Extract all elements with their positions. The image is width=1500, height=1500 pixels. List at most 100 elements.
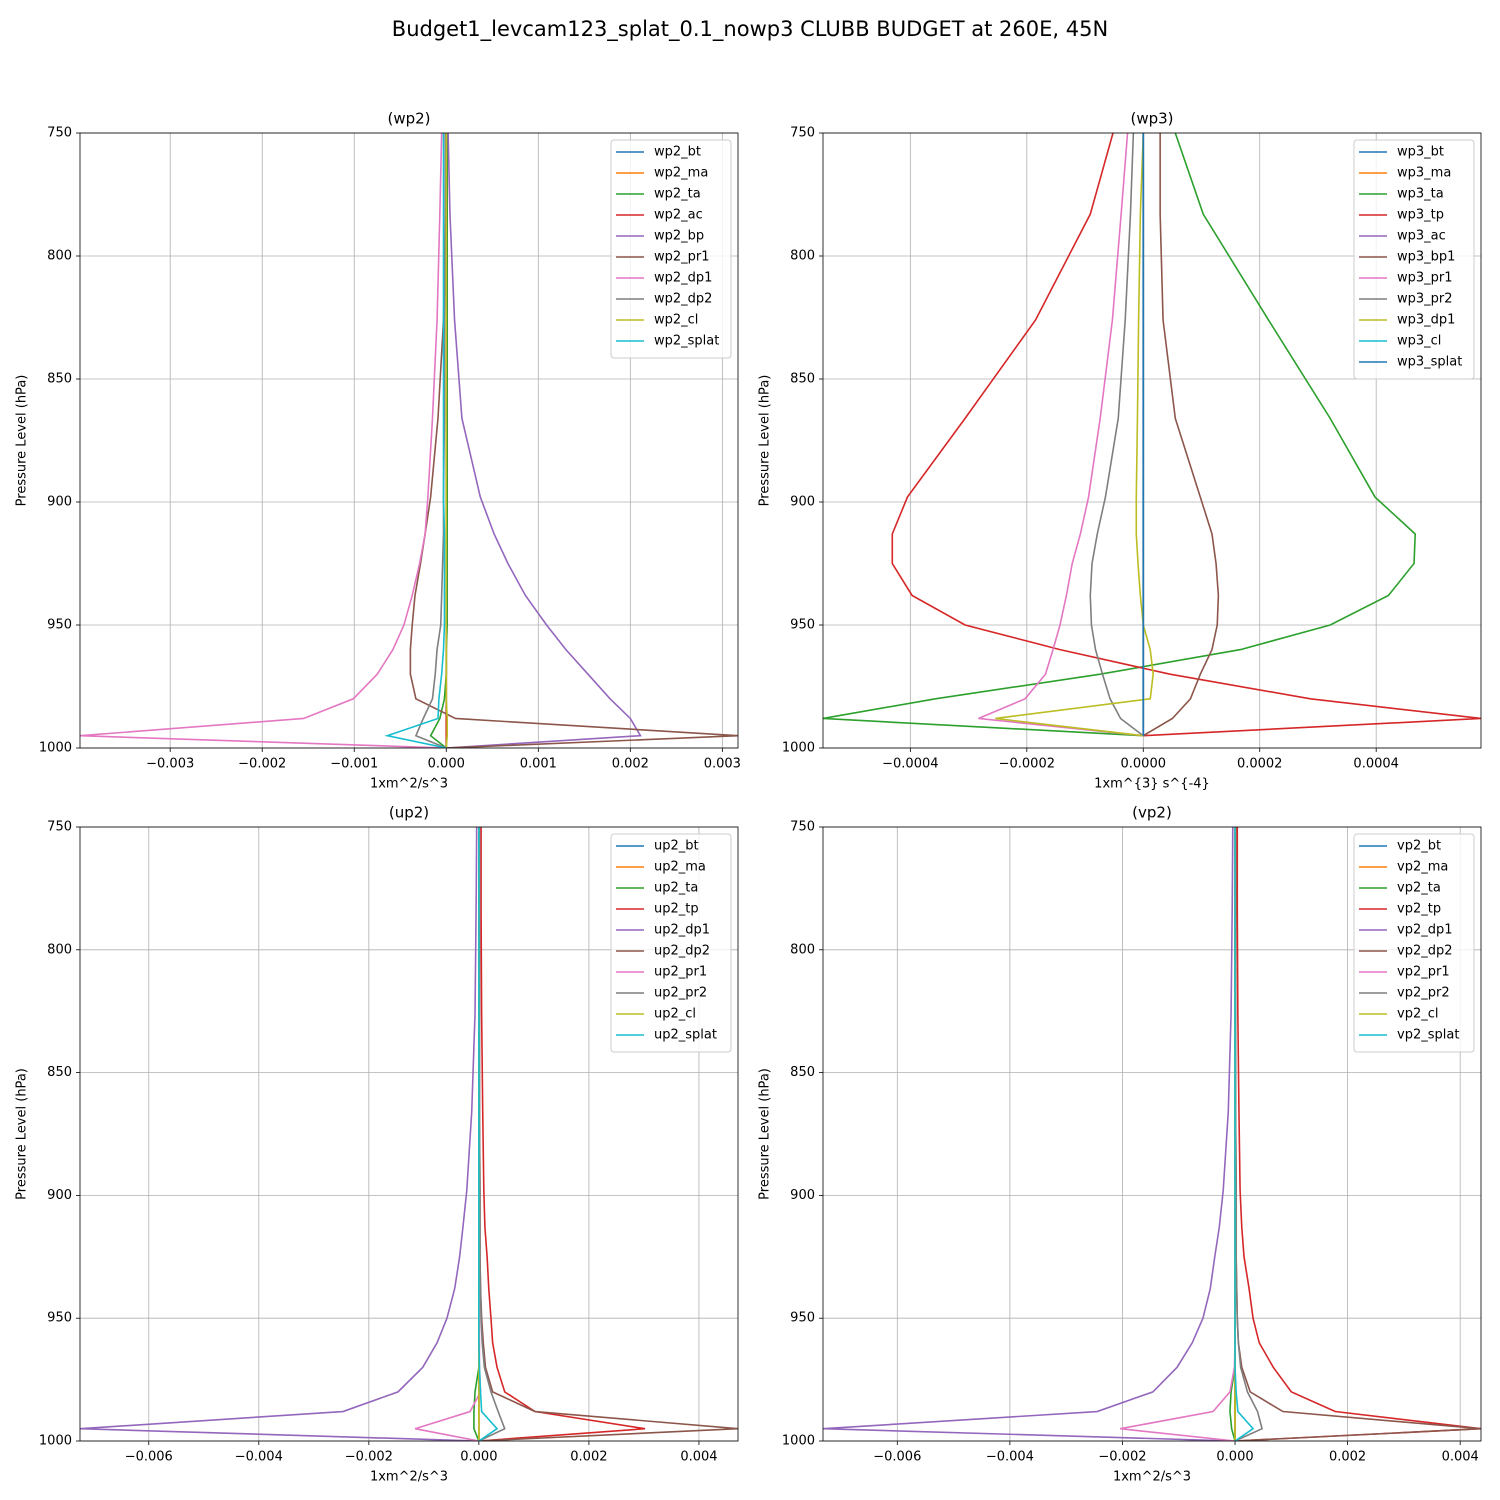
figure-title: Budget1_levcam123_splat_0.1_nowp3 CLUBB …	[392, 17, 1108, 42]
x-tick-label: −0.002	[1098, 1450, 1146, 1465]
legend-label: vp2_ta	[1397, 881, 1441, 896]
legend-label: wp2_ac	[654, 208, 703, 223]
y-axis-label: Pressure Level (hPa)	[15, 375, 30, 507]
legend: wp2_bt wp2_ma wp2_ta wp2_ac wp2_bp wp2_pr1 wp2…	[610, 139, 732, 359]
legend: wp3_bt wp3_ma wp3_ta wp3_tp wp3_ac wp3_bp1 wp3…	[1353, 139, 1475, 380]
y-axis-label: Pressure Level (hPa)	[758, 1068, 773, 1200]
legend-label: wp2_dp1	[654, 271, 712, 286]
legend-label: wp2_dp2	[654, 292, 712, 307]
x-tick-label: −0.0002	[999, 757, 1055, 772]
x-tick-label: 0.000	[1216, 1450, 1253, 1465]
x-tick-label: −0.004	[235, 1450, 283, 1465]
series-line	[1234, 827, 1255, 1441]
plot-frame	[79, 826, 739, 1442]
x-tick-label: 0.003	[704, 757, 741, 772]
y-tick-label: 950	[790, 1311, 815, 1326]
x-tick-label: 0.000	[460, 1450, 497, 1465]
series-line	[1089, 133, 1144, 737]
legend-label: wp2_ta	[654, 187, 701, 202]
series-line	[823, 133, 1417, 737]
legend-label: up2_ta	[654, 881, 698, 896]
series-line	[384, 133, 447, 748]
legend-label: up2_bt	[654, 839, 699, 854]
legend-label: up2_dp1	[654, 923, 710, 938]
legend-label: wp2_ma	[654, 166, 708, 181]
x-tick-label: −0.006	[125, 1450, 173, 1465]
x-axis-label: 1xm^2/s^3	[370, 777, 448, 792]
legend: vp2_bt vp2_ma vp2_ta vp2_tp vp2_dp1 vp2_dp2vp…	[1353, 833, 1475, 1053]
legend-label: up2_cl	[654, 1007, 696, 1022]
x-tick-label: 0.004	[680, 1450, 717, 1465]
series-line	[478, 827, 499, 1441]
y-tick-label: 750	[790, 820, 815, 835]
legend-label: wp3_pr1	[1397, 271, 1453, 286]
y-tick-label: 800	[47, 249, 72, 264]
x-tick-label: −0.004	[986, 1450, 1034, 1465]
series-line	[80, 133, 447, 748]
legend-label: wp3_bt	[1397, 145, 1444, 160]
y-tick-label: 850	[790, 1065, 815, 1080]
legend-label: vp2_dp1	[1397, 923, 1453, 938]
y-tick-label: 750	[47, 126, 72, 141]
subplot-title: (wp3)	[1130, 110, 1173, 128]
series-line	[445, 133, 448, 748]
legend-label: up2_tp	[654, 902, 699, 917]
legend-label: wp3_dp1	[1397, 313, 1455, 328]
legend-label: wp2_pr1	[654, 250, 710, 265]
legend-label: vp2_tp	[1397, 902, 1441, 917]
y-tick-label: 900	[790, 1188, 815, 1203]
series-line	[446, 133, 642, 748]
legend-label: wp3_splat	[1397, 355, 1462, 370]
legend-label: wp2_bt	[654, 145, 701, 160]
y-tick-label: 800	[790, 942, 815, 957]
legend-label: wp3_tp	[1397, 208, 1444, 223]
y-tick-label: 950	[47, 1311, 72, 1326]
series-line	[995, 133, 1154, 737]
y-tick-label: 950	[47, 618, 72, 633]
y-tick-label: 1000	[39, 741, 72, 756]
y-tick-label: 900	[47, 495, 72, 510]
series-line	[978, 133, 1144, 737]
legend-label: vp2_ma	[1397, 860, 1448, 875]
subplot-title: (up2)	[389, 804, 429, 822]
plot-frame	[822, 826, 1482, 1442]
legend-label: vp2_splat	[1397, 1028, 1459, 1043]
legend-label: wp3_ta	[1397, 187, 1444, 202]
y-tick-label: 950	[790, 618, 815, 633]
x-axis-label: 1xm^{3} s^{-4}	[1094, 777, 1210, 792]
plot-frame	[79, 132, 739, 749]
x-tick-label: −0.002	[238, 757, 286, 772]
subplot-title: (wp2)	[387, 110, 430, 128]
series-line	[409, 133, 738, 748]
series-line	[80, 827, 479, 1441]
legend-label: wp3_ac	[1397, 229, 1446, 244]
x-tick-label: 0.001	[520, 757, 557, 772]
y-tick-label: 1000	[782, 1434, 815, 1449]
x-tick-label: −0.001	[330, 757, 378, 772]
legend-label: up2_pr1	[654, 965, 707, 980]
legend-label: wp3_ma	[1397, 166, 1451, 181]
x-tick-label: 0.002	[570, 1450, 607, 1465]
x-tick-label: 0.002	[612, 757, 649, 772]
legend-label: wp3_bp1	[1397, 250, 1455, 265]
series-line	[1120, 827, 1236, 1441]
y-tick-label: 800	[790, 249, 815, 264]
legend-label: wp2_bp	[654, 229, 704, 244]
legend-label: up2_dp2	[654, 944, 710, 959]
series-line	[414, 133, 447, 748]
y-tick-label: 1000	[782, 741, 815, 756]
legend-label: wp3_cl	[1397, 334, 1441, 349]
legend-label: wp2_splat	[654, 334, 719, 349]
x-tick-label: −0.002	[345, 1450, 393, 1465]
legend-label: vp2_cl	[1397, 1007, 1438, 1022]
y-tick-label: 850	[47, 372, 72, 387]
x-tick-label: −0.006	[873, 1450, 921, 1465]
plot-frame	[822, 132, 1482, 749]
x-axis-label: 1xm^2/s^3	[1113, 1470, 1191, 1485]
x-tick-label: 0.0002	[1237, 757, 1283, 772]
series-line	[1234, 827, 1481, 1441]
legend-label: up2_splat	[654, 1028, 717, 1043]
x-tick-label: −0.003	[146, 757, 194, 772]
legend-label: vp2_pr2	[1397, 986, 1450, 1001]
